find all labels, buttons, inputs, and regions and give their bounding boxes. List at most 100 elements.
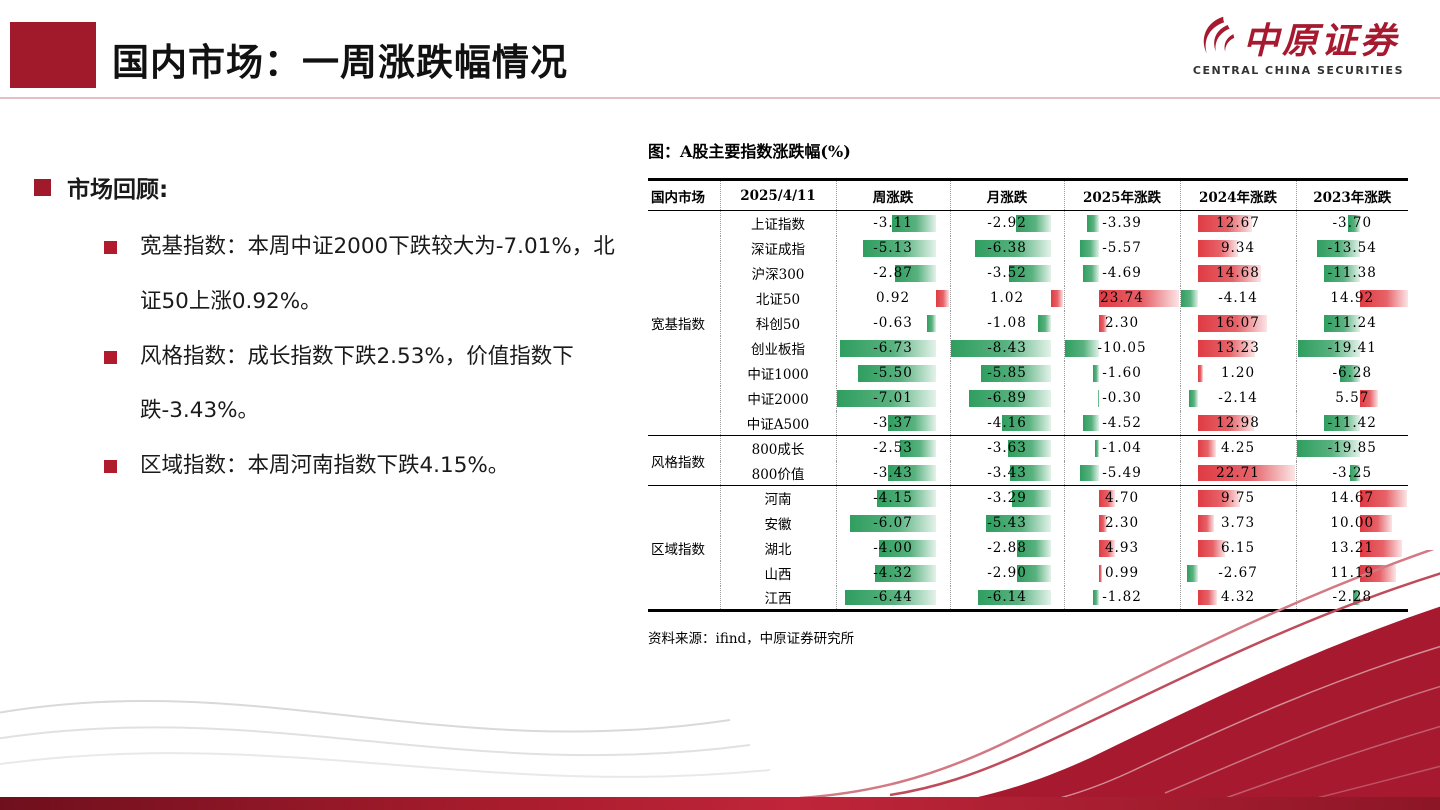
market-review-heading-label: 市场回顾:	[67, 177, 169, 203]
cell-value: -5.49	[1102, 464, 1142, 481]
data-bar	[1297, 339, 1361, 357]
cell-value: -3.70	[1332, 215, 1373, 232]
value-cell: -2.88	[949, 535, 1064, 561]
bullet-square-icon	[104, 460, 117, 474]
table-row: 沪深300 -2.87 -3.52 -4.69 14.68 -11.38	[648, 260, 1408, 286]
logo-flame-icon	[1193, 14, 1237, 62]
page-title: 国内市场：一周涨跌幅情况	[112, 41, 568, 84]
value-cell: -1.04	[1063, 435, 1180, 461]
value-cell: 23.74	[1063, 285, 1180, 311]
table-row: 江西 -6.44 -6.14 -1.82 4.32 -2.28	[648, 585, 1408, 611]
data-bar	[1098, 514, 1107, 532]
cell-value: 9.34	[1220, 240, 1256, 256]
data-bar	[895, 264, 937, 282]
cell-value: -4.15	[873, 490, 913, 507]
table-row: 深证成指 -5.13 -6.38 -5.57 9.34 -13.54	[648, 235, 1408, 261]
value-cell: -6.38	[949, 235, 1064, 261]
value-cell: 11.19	[1295, 560, 1408, 586]
cell-value: 22.71	[1216, 464, 1260, 481]
data-bar	[1093, 364, 1099, 382]
data-bar	[1198, 589, 1217, 605]
data-bar	[840, 339, 937, 357]
cell-value: -4.16	[987, 414, 1027, 431]
column-header: 周涨跌	[835, 179, 950, 211]
cell-value: -1.60	[1102, 365, 1142, 381]
value-cell: -0.30	[1063, 385, 1180, 411]
value-cell: -10.05	[1063, 335, 1180, 361]
cell-value: 0.99	[1104, 565, 1140, 581]
value-cell: -4.52	[1063, 410, 1180, 436]
index-table: 国内市场 2025/4/11 周涨跌 月涨跌 2025年涨跌 2024年涨跌 2023年涨跌…	[648, 178, 1408, 612]
data-bar	[1092, 589, 1099, 605]
cell-value: -13.54	[1327, 240, 1377, 256]
table-row: 宽基指数 上证指数 -3.11 -2.92 -3.39 12.67 -3.70	[648, 210, 1408, 436]
cell-value: -11.42	[1327, 414, 1377, 431]
value-cell: -2.28	[1295, 585, 1408, 611]
cell-value: 12.67	[1216, 215, 1260, 232]
cell-value: 1.02	[989, 290, 1025, 306]
data-bar	[975, 239, 1052, 257]
value-cell: -1.60	[1063, 360, 1180, 386]
cell-value: -6.28	[1332, 365, 1373, 381]
data-bar	[1098, 314, 1107, 332]
data-bar	[986, 514, 1052, 532]
value-cell: -3.37	[835, 410, 950, 436]
value-cell: -6.89	[949, 385, 1064, 411]
cell-value: -7.01	[873, 390, 913, 406]
cell-value: 10.00	[1330, 515, 1375, 531]
data-bar	[1360, 514, 1393, 532]
value-cell: -2.53	[835, 435, 950, 461]
cell-value: -1.82	[1102, 589, 1142, 606]
data-bar	[1001, 414, 1052, 431]
list-item: 风格指数：成长指数下跌2.53%，价值指数下跌-3.43%。	[104, 330, 634, 440]
data-bar	[837, 389, 937, 407]
cell-value: -6.07	[873, 515, 913, 531]
cell-value: 13.21	[1330, 540, 1375, 556]
value-cell: -6.44	[835, 585, 950, 611]
cell-value: -3.29	[987, 490, 1027, 507]
market-review-section: 市场回顾: 宽基指数：本周中证2000下跌较大为-7.01%，北证50上涨0.9…	[34, 170, 654, 494]
data-bar	[1198, 364, 1204, 382]
value-cell: -3.43	[835, 460, 950, 486]
cell-value: -5.85	[987, 365, 1027, 381]
value-cell: -3.70	[1295, 210, 1408, 236]
cell-value: 4.93	[1104, 540, 1140, 556]
bullet-list: 宽基指数：本周中证2000下跌较大为-7.01%，北证50上涨0.92%。 风格…	[104, 220, 634, 494]
bullet-square-icon	[34, 178, 51, 196]
column-header: 2024年涨跌	[1179, 179, 1296, 211]
value-cell: 12.67	[1179, 210, 1296, 236]
cell-value: -2.14	[1218, 390, 1258, 406]
logo-cn-text: 中原证券	[1242, 20, 1399, 63]
cell-value: 12.98	[1216, 414, 1260, 431]
value-cell: 3.73	[1179, 510, 1296, 536]
data-bar	[1007, 440, 1052, 457]
value-cell: 4.93	[1063, 535, 1180, 561]
value-cell: -19.85	[1295, 435, 1408, 461]
data-bar	[1198, 339, 1255, 357]
data-bar	[900, 440, 937, 457]
value-cell: -3.29	[949, 485, 1064, 511]
cell-value: -3.43	[873, 464, 913, 481]
value-cell: -6.73	[835, 335, 950, 361]
bullet-text: 风格指数：成长指数下跌2.53%，价值指数下跌-3.43%。	[140, 343, 574, 424]
data-bar	[1186, 564, 1199, 582]
data-bar	[1189, 389, 1199, 407]
table-row: 风格指数 800成长 -2.53 -3.63 -1.04 4.25 -19.85	[648, 435, 1408, 486]
value-cell: -4.69	[1063, 260, 1180, 286]
cell-value: -2.67	[1218, 565, 1258, 581]
value-cell: -5.57	[1063, 235, 1180, 261]
cell-value: 0.92	[875, 290, 911, 306]
group-label: 风格指数	[648, 435, 720, 486]
cell-value: -3.52	[987, 265, 1027, 281]
value-cell: 14.92	[1295, 285, 1408, 311]
value-cell: -5.50	[835, 360, 950, 386]
index-name: 湖北	[719, 535, 836, 561]
value-cell: 1.02	[949, 285, 1064, 311]
cell-value: 3.73	[1220, 515, 1256, 531]
table-row: 中证2000 -7.01 -6.89 -0.30 -2.14 5.57	[648, 385, 1408, 411]
index-name: 江西	[719, 585, 836, 611]
data-bar	[1095, 440, 1099, 457]
index-name: 沪深300	[719, 260, 836, 286]
table-row: 中证1000 -5.50 -5.85 -1.60 1.20 -6.28	[648, 360, 1408, 386]
title-accent-block	[10, 22, 96, 88]
